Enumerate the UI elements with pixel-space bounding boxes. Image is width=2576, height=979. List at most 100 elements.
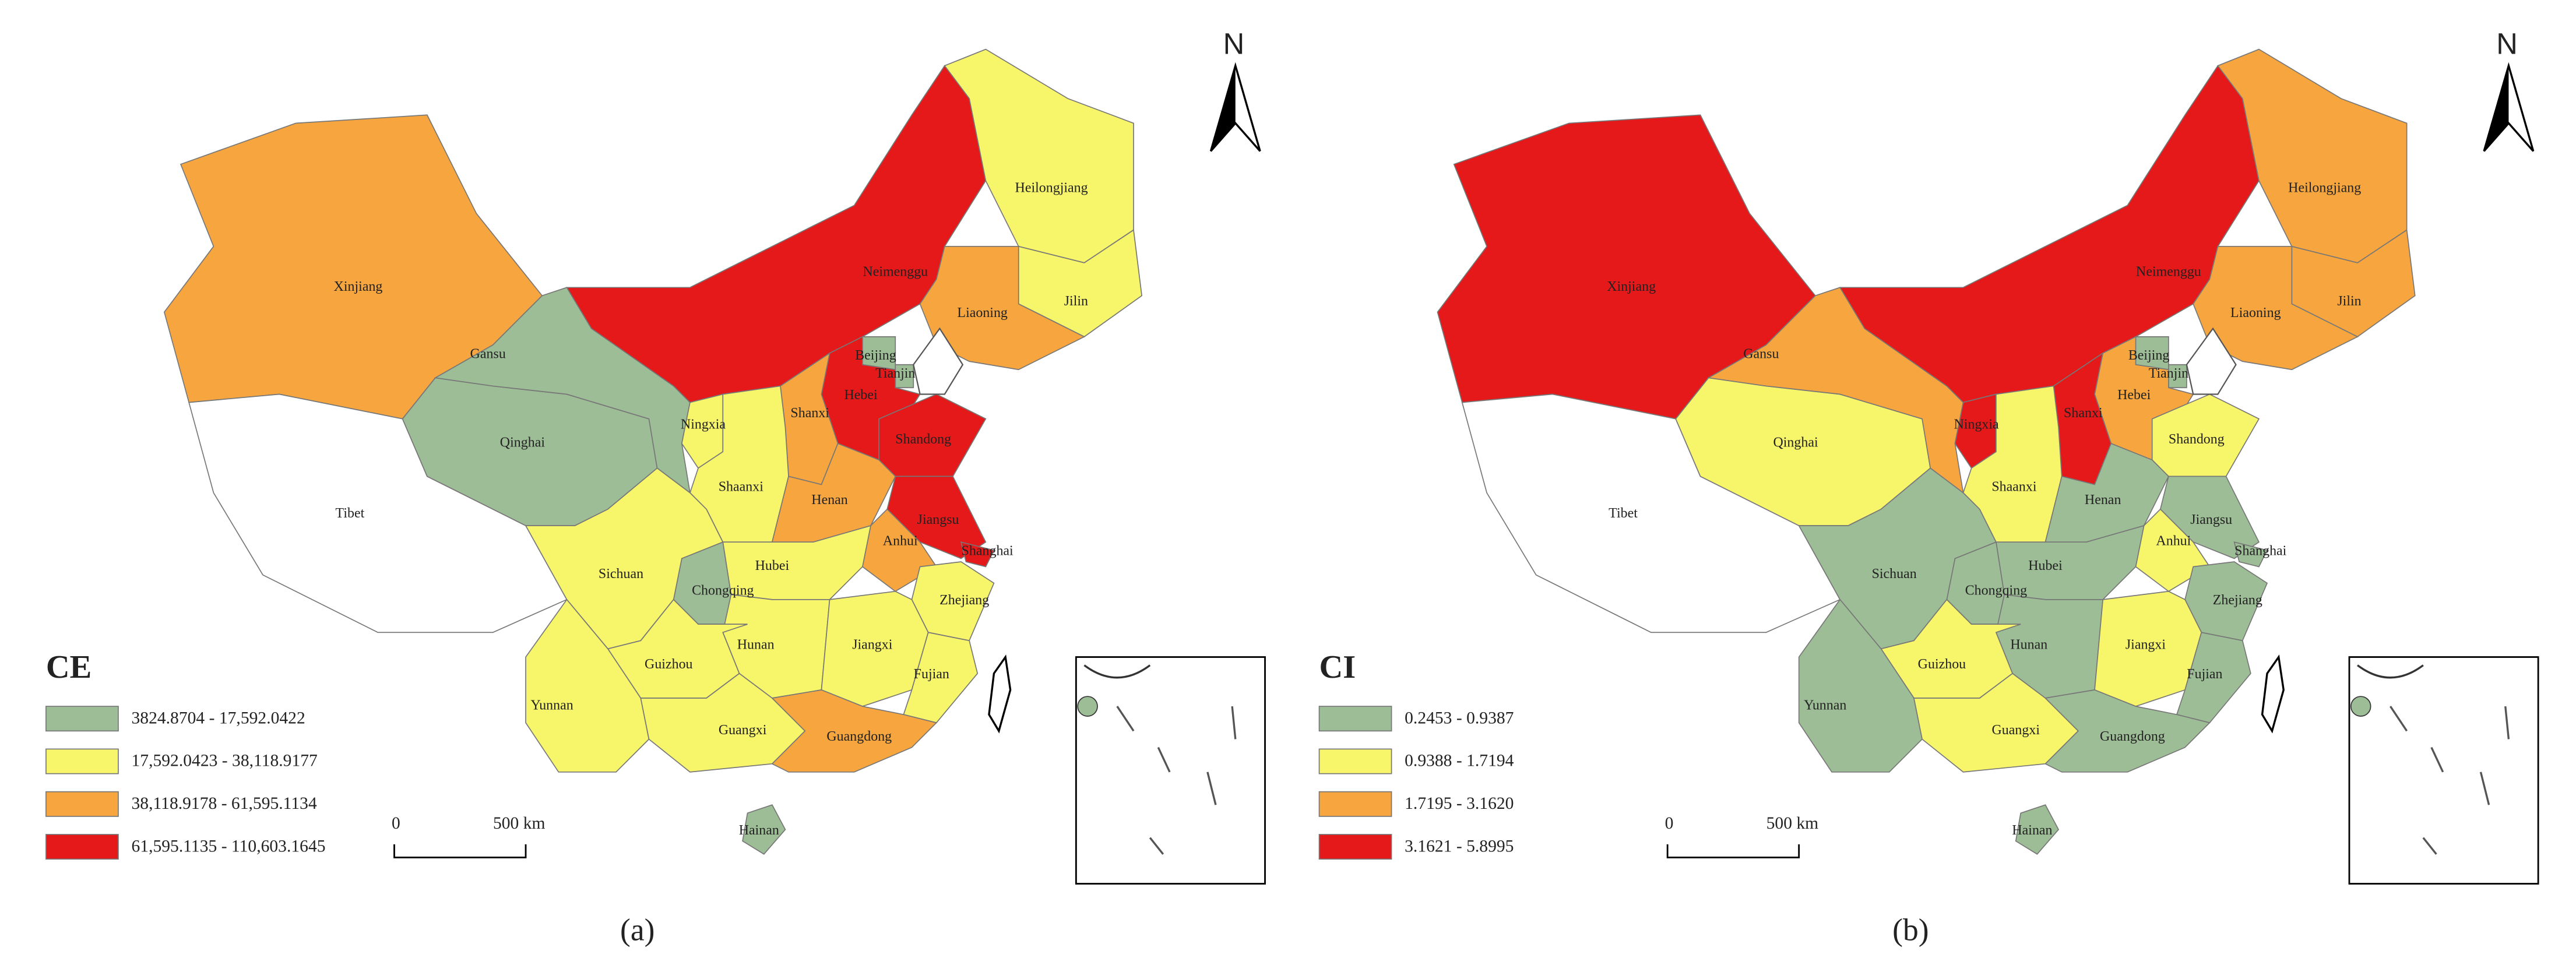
scale-bar <box>1666 844 1800 858</box>
caption: (a) <box>620 912 654 947</box>
province-label: Zhejiang <box>939 593 989 608</box>
caption: (b) <box>1892 912 1929 947</box>
province-label: Guangxi <box>719 723 767 738</box>
province-label: Hunan <box>2010 637 2047 652</box>
legend-label: 61,595.1135 - 110,603.1645 <box>132 837 326 855</box>
province-label: Xinjiang <box>1607 279 1656 294</box>
province-label: Tianjin <box>875 366 915 381</box>
sea <box>913 327 964 395</box>
province-label: Jiangxi <box>852 637 893 652</box>
province-label: Beijing <box>2128 348 2170 363</box>
sea <box>2186 327 2237 395</box>
map-panel: Xinjiang Tibet Qinghai Gansu Neimenggu Heilon… <box>45 27 1266 947</box>
province-label: Shanghai <box>962 544 1013 559</box>
province-label: Sichuan <box>1872 566 1917 582</box>
province <box>919 245 1086 371</box>
province-label: Chongqing <box>1965 583 2027 598</box>
province-label: Guangxi <box>1992 723 2040 738</box>
province-label: Fujian <box>914 667 949 682</box>
province-label: Hubei <box>2028 558 2063 573</box>
province-label: Guangdong <box>826 729 892 744</box>
nine-dash-line <box>2422 837 2437 855</box>
north-label: N <box>2496 27 2518 60</box>
province-label: Shanxi <box>2064 406 2103 421</box>
province-label: Jilin <box>2337 294 2361 309</box>
province-label: Tianjin <box>2149 366 2188 381</box>
province-label: Henan <box>2085 492 2121 508</box>
island <box>988 654 1012 734</box>
legend-title: CI <box>1319 649 1356 685</box>
nine-dash-line <box>1149 837 1164 855</box>
province-label: Hunan <box>737 637 775 652</box>
province-label: Neimenggu <box>2136 264 2201 279</box>
province-label: Guizhou <box>645 657 693 672</box>
nine-dash-line <box>2504 706 2510 739</box>
province <box>771 689 938 773</box>
north-label: N <box>1223 27 1245 60</box>
province-label: Zhejiang <box>2213 593 2262 608</box>
province-label: Anhui <box>883 534 918 549</box>
province <box>960 541 995 568</box>
nine-dash-line <box>2430 746 2444 773</box>
nine-dash-line <box>2390 706 2408 732</box>
province <box>742 804 786 855</box>
nine-dash-line <box>1231 706 1237 739</box>
province-label: Ningxia <box>681 417 726 432</box>
legend-label: 38,118.9178 - 61,595.1134 <box>132 794 317 813</box>
province-label: Xinjiang <box>334 279 383 294</box>
province-label: Neimenggu <box>863 264 928 279</box>
legend-swatch <box>1318 706 1392 732</box>
province-label: Gansu <box>470 346 506 361</box>
inset-island <box>1077 696 1098 717</box>
province <box>2193 245 2359 371</box>
province-label: Shandong <box>2169 432 2225 447</box>
province-label: Henan <box>811 492 848 508</box>
province-label: Shaanxi <box>719 480 764 495</box>
nine-dash-line <box>1206 772 1217 805</box>
province-label: Liaoning <box>2230 305 2281 321</box>
province-label: Yunnan <box>531 698 573 713</box>
province-label: Sichuan <box>599 566 643 582</box>
province-label: Hebei <box>2117 388 2151 403</box>
legend-swatch <box>45 834 119 860</box>
legend-label: 1.7195 - 3.1620 <box>1405 794 1514 813</box>
inset-frame <box>1075 656 1266 885</box>
province-label: Anhui <box>2156 534 2191 549</box>
nine-dash-line <box>2479 772 2490 805</box>
province-label: Qinghai <box>1773 435 1818 450</box>
legend-swatch <box>1318 834 1392 860</box>
province-label: Fujian <box>2187 667 2222 682</box>
province-label: Hainan <box>739 823 779 838</box>
province-label: Jilin <box>1064 294 1088 309</box>
scale-bar <box>393 844 527 858</box>
scale-label: 0 <box>1665 814 1674 833</box>
scale-label: 500 km <box>1766 814 1819 833</box>
nine-dash-line <box>1116 706 1135 732</box>
legend-label: 17,592.0423 - 38,118.9177 <box>132 752 318 770</box>
province-label: Guangdong <box>2100 729 2165 744</box>
province-label: Hubei <box>755 558 790 573</box>
province-label: Hainan <box>2012 823 2052 838</box>
inset-island <box>2350 696 2371 717</box>
province-label: Shanghai <box>2234 544 2286 559</box>
province-label: Hebei <box>844 388 878 403</box>
legend-label: 3824.8704 - 17,592.0422 <box>132 709 305 727</box>
nine-dash-line <box>1157 746 1171 773</box>
province-label: Jiangxi <box>2125 637 2166 652</box>
legend-swatch <box>45 748 119 774</box>
province-label: Gansu <box>1743 346 1779 361</box>
map-panel: Xinjiang Tibet Qinghai Gansu Neimenggu Heilon… <box>1318 27 2539 947</box>
legend-swatch <box>45 791 119 817</box>
legend-label: 3.1621 - 5.8995 <box>1405 837 1514 855</box>
province-label: Heilongjiang <box>2288 181 2361 196</box>
province-label: Ningxia <box>1954 417 2000 432</box>
scale-label: 0 <box>392 814 400 833</box>
legend-swatch <box>1318 748 1392 774</box>
province-label: Qinghai <box>500 435 546 450</box>
legend-label: 0.2453 - 0.9387 <box>1405 709 1514 727</box>
inset-coast <box>1083 664 1151 679</box>
legend-title: CE <box>46 649 92 685</box>
province-label: Tibet <box>1609 506 1638 521</box>
